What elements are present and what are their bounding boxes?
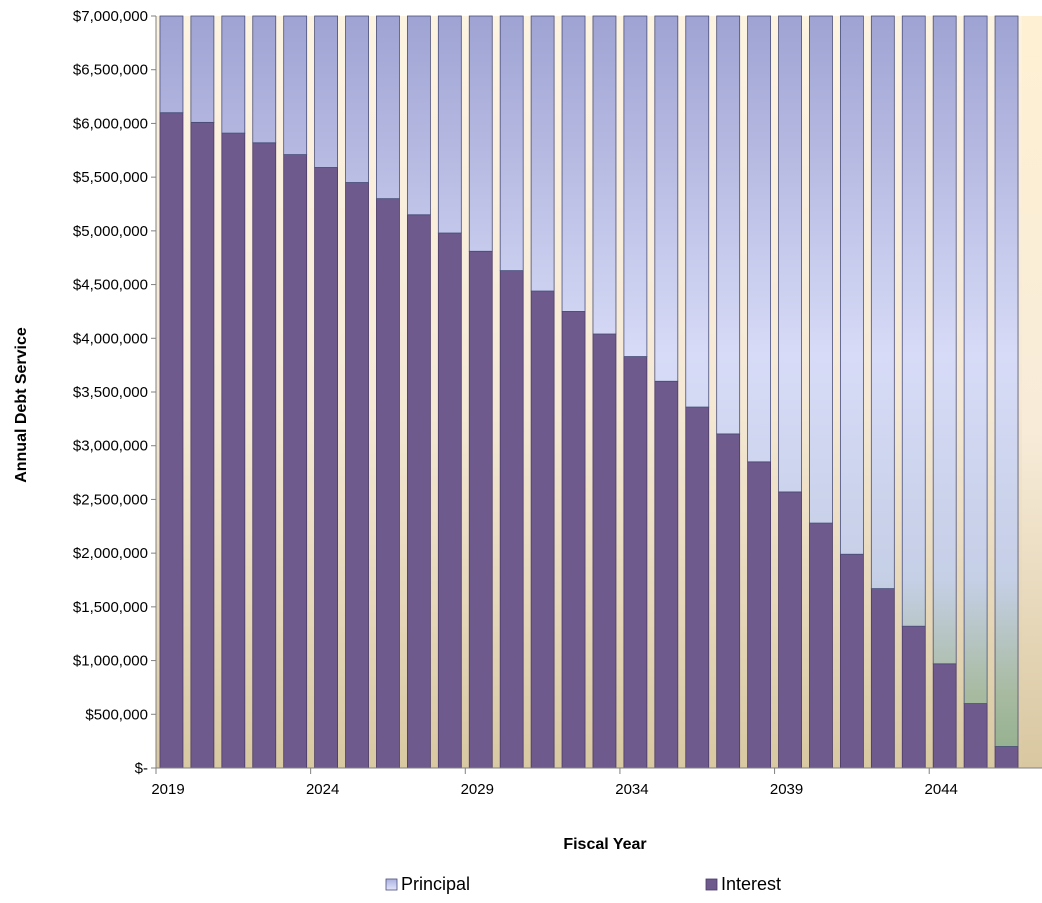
y-tick-label: $1,000,000	[73, 653, 148, 670]
y-tick-label: $500,000	[85, 706, 148, 723]
x-axis-title: Fiscal Year	[563, 836, 646, 853]
bar-interest-2020	[190, 121, 215, 769]
bar-interest-2039	[778, 491, 802, 769]
y-tick-label: $6,000,000	[73, 115, 148, 132]
bar-principal-2020	[190, 15, 215, 123]
y-tick-label: $5,000,000	[73, 223, 148, 240]
bar-interest-2040	[809, 522, 833, 769]
bar-principal-2028	[437, 15, 462, 234]
bar-interest-2021	[221, 132, 246, 769]
y-tick-label: $7,000,000	[73, 8, 148, 25]
x-tick-label: 2039	[770, 781, 803, 798]
y-axis-title: Annual Debt Service	[13, 327, 30, 483]
legend-label-principal: Principal	[401, 874, 470, 894]
bar-principal-2034	[623, 15, 648, 357]
bar-interest-2031	[530, 290, 555, 769]
bar-principal-2024	[314, 15, 339, 168]
bar-principal-2027	[406, 15, 431, 216]
bar-interest-2046	[994, 746, 1019, 769]
plot-right-strip	[1022, 16, 1042, 768]
legend: Principal Interest	[385, 874, 781, 894]
bar-interest-2029	[468, 250, 493, 769]
bar-interest-2022	[252, 142, 277, 769]
bar-principal-2025	[345, 15, 369, 183]
bar-principal-2041	[839, 15, 864, 555]
x-tick-label: 2029	[461, 781, 494, 798]
bar-interest-2024	[314, 167, 339, 769]
bar-interest-2043	[901, 625, 926, 769]
y-tick-label: $6,500,000	[73, 62, 148, 79]
bar-interest-2025	[345, 182, 369, 769]
bar-interest-2045	[963, 703, 988, 769]
y-tick-label: $3,000,000	[73, 438, 148, 455]
bar-principal-2021	[221, 15, 246, 134]
bar-interest-2032	[561, 311, 586, 769]
y-tick-label: $5,500,000	[73, 169, 148, 186]
bar-interest-2042	[870, 588, 895, 769]
y-tick-label: $4,500,000	[73, 277, 148, 294]
bar-principal-2032	[561, 15, 586, 312]
bar-interest-2037	[716, 433, 741, 769]
bar-principal-2046	[994, 15, 1019, 747]
bar-principal-2039	[778, 15, 802, 493]
bar-interest-2035	[654, 380, 679, 769]
legend-item-interest: Interest	[705, 874, 781, 894]
bar-principal-2030	[499, 15, 524, 272]
y-tick-label: $2,000,000	[73, 545, 148, 562]
bar-principal-2043	[901, 15, 926, 627]
bar-principal-2036	[685, 15, 710, 408]
bar-principal-2019	[159, 15, 184, 114]
legend-item-principal: Principal	[385, 874, 470, 894]
bar-interest-2033	[592, 333, 617, 769]
bar-principal-2042	[870, 15, 895, 589]
legend-swatch-principal	[385, 878, 398, 891]
y-tick-label: $1,500,000	[73, 599, 148, 616]
bar-interest-2041	[839, 553, 864, 769]
bar-interest-2026	[376, 198, 400, 769]
y-tick-label: $3,500,000	[73, 384, 148, 401]
bar-interest-2027	[406, 214, 431, 769]
y-ticks: $- $500,000 $1,000,000 $1,500,000 $2,000,000…	[73, 8, 156, 777]
bar-principal-2026	[376, 15, 400, 200]
bar-principal-2040	[809, 15, 833, 524]
bar-principal-2035	[654, 15, 679, 382]
bar-interest-2028	[437, 232, 462, 769]
bar-interest-2019	[159, 112, 184, 769]
bar-interest-2038	[747, 461, 772, 769]
bar-interest-2044	[932, 663, 957, 769]
y-tick-label: $4,000,000	[73, 330, 148, 347]
legend-label-interest: Interest	[721, 874, 781, 894]
x-ticks: 2019 2024 2029 2034 2039 2044	[151, 768, 958, 798]
y-tick-label: $-	[135, 760, 148, 777]
legend-swatch-interest	[705, 878, 718, 891]
bar-principal-2029	[468, 15, 493, 252]
bar-principal-2044	[932, 15, 957, 665]
bar-principal-2022	[252, 15, 277, 144]
bar-interest-2036	[685, 406, 710, 769]
bar-principal-2038	[747, 15, 772, 463]
bar-principal-2045	[963, 15, 988, 704]
bar-interest-2023	[283, 154, 308, 769]
x-tick-label: 2044	[925, 781, 958, 798]
x-tick-label: 2019	[151, 781, 184, 798]
bar-interest-2034	[623, 356, 648, 769]
bar-principal-2031	[530, 15, 555, 292]
bar-principal-2033	[592, 15, 617, 335]
bar-interest-2030	[499, 270, 524, 769]
bar-principal-2023	[283, 15, 308, 155]
bar-principal-2037	[716, 15, 741, 435]
x-tick-label: 2034	[615, 781, 648, 798]
x-tick-label: 2024	[306, 781, 339, 798]
y-tick-label: $2,500,000	[73, 491, 148, 508]
